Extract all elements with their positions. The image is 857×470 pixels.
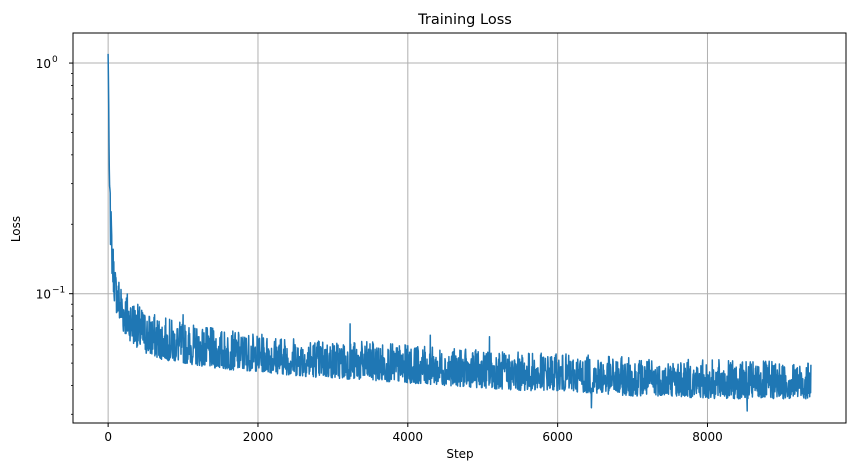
x-axis-label: Step: [446, 447, 473, 461]
y-tick-label: 10: [36, 57, 51, 71]
y-tick-exponent: −1: [52, 286, 65, 296]
x-tick-label: 0: [104, 430, 112, 444]
x-axis: 0 2000 4000 6000 8000: [104, 423, 723, 444]
y-tick-label: 10: [36, 288, 51, 302]
y-axis-label: Loss: [9, 216, 23, 242]
x-tick-label: 8000: [692, 430, 723, 444]
plot-frame: [72, 32, 847, 424]
chart-title: Training Loss: [417, 12, 512, 28]
grid: [73, 33, 846, 423]
x-tick-label: 2000: [243, 430, 274, 444]
loss-line: [107, 53, 812, 412]
x-tick-label: 6000: [542, 430, 573, 444]
series-loss: [107, 53, 812, 412]
x-tick-label: 4000: [393, 430, 424, 444]
y-tick-exponent: 0: [52, 55, 58, 65]
